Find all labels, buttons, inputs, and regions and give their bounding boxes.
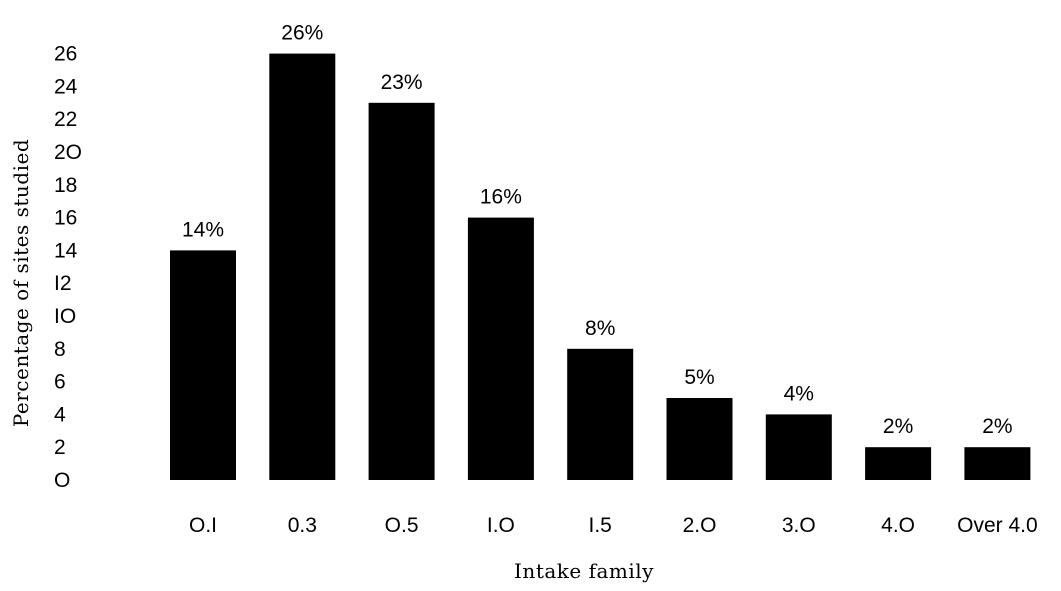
x-axis-categories: O.I 0.3 O.5 I.O I.5 2.O 3.O 4.O Over 4.0: [189, 514, 1038, 537]
bar-value-label: 23%: [381, 71, 423, 94]
x-category-label: 3.O: [782, 514, 816, 537]
y-tick-label: O: [54, 469, 70, 492]
x-axis-title: Intake family: [514, 559, 654, 583]
x-category-label: I.5: [589, 514, 612, 537]
x-category-label: O.I: [189, 514, 217, 537]
y-tick-label: IO: [54, 305, 76, 328]
bar-value-label: 5%: [684, 366, 714, 389]
data-labels: 14% 26% 23% 16% 8% 5% 4% 2% 2%: [182, 22, 1013, 439]
y-tick-label: I2: [54, 272, 72, 295]
bar-value-label: 2%: [883, 415, 913, 438]
bars: [170, 53, 1031, 481]
bar-value-label: 26%: [281, 22, 323, 45]
bar-value-label: 4%: [784, 382, 814, 405]
bar: [467, 217, 534, 480]
bar: [865, 447, 932, 480]
bar: [368, 102, 435, 481]
y-tick-label: 22: [54, 108, 77, 131]
x-category-label: O.5: [385, 514, 419, 537]
x-category-label: Over 4.0: [957, 514, 1038, 537]
y-tick-label: 16: [54, 207, 77, 230]
bar: [269, 53, 336, 480]
y-tick-label: 4: [54, 403, 66, 426]
bar-value-label: 2%: [982, 415, 1012, 438]
bar-value-label: 16%: [480, 186, 522, 209]
bar: [170, 250, 236, 480]
bar: [666, 398, 733, 480]
y-tick-label: 24: [54, 75, 78, 98]
y-tick-label: 26: [54, 43, 77, 66]
bar-value-label: 8%: [585, 317, 615, 340]
bar: [567, 348, 634, 480]
y-tick-label: 8: [54, 338, 66, 361]
x-category-label: 4.O: [881, 514, 915, 537]
x-category-label: 2.O: [683, 514, 717, 537]
bar-value-label: 14%: [182, 218, 224, 241]
y-tick-label: 18: [54, 174, 77, 197]
y-tick-label: 2O: [54, 141, 82, 164]
x-category-label: I.O: [487, 514, 515, 537]
x-category-label: 0.3: [288, 514, 317, 537]
bar: [765, 414, 832, 480]
bar: [964, 447, 1031, 480]
y-tick-label: 6: [54, 371, 66, 394]
y-tick-label: 14: [54, 239, 78, 262]
y-axis-title: Percentage of sites studied: [9, 139, 33, 427]
y-tick-label: 2: [54, 436, 66, 459]
